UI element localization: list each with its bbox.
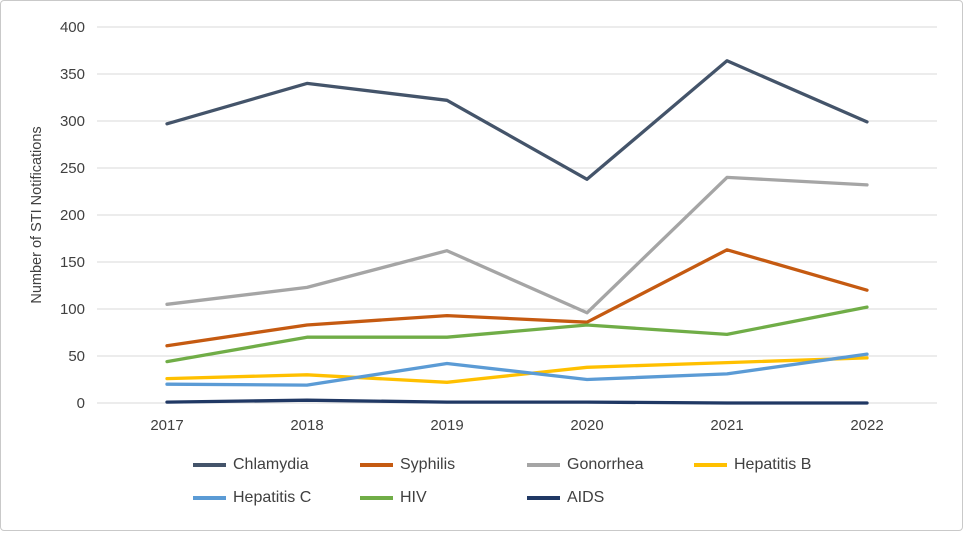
legend-line-marker-hepatitis-b xyxy=(694,462,727,467)
legend-line-marker-hepatitis-c xyxy=(193,495,226,500)
y-axis-title: Number of STI Notifications xyxy=(29,126,45,304)
x-tick-label: 2019 xyxy=(430,417,463,434)
legend-item-hepatitis-b: Hepatitis B xyxy=(694,448,861,481)
y-tick-label: 200 xyxy=(60,207,85,224)
series-line-hiv xyxy=(165,305,869,364)
y-tick-label: 50 xyxy=(68,348,85,365)
series-line-syphilis xyxy=(165,248,869,348)
line-chart: 0 50 100 150 200 250 300 350 400 2017 2018 2019 2020… xyxy=(60,19,937,434)
series-line-aids xyxy=(165,398,869,405)
legend-item-gonorrhea: Gonorrhea xyxy=(527,448,694,481)
y-tick-label: 0 xyxy=(77,395,85,412)
legend-item-syphilis: Syphilis xyxy=(360,448,527,481)
legend-line-marker-gonorrhea xyxy=(527,462,560,467)
legend-item-aids: AIDS xyxy=(527,481,694,514)
y-tick-label: 350 xyxy=(60,66,85,83)
x-tick-label: 2017 xyxy=(150,417,183,434)
x-tick-label: 2021 xyxy=(710,417,743,434)
series-line-hepatitis-b xyxy=(165,356,869,384)
legend-label: Hepatitis C xyxy=(233,488,312,506)
legend-label: Syphilis xyxy=(400,455,456,473)
legend-label: Chlamydia xyxy=(233,455,309,473)
legend-line-marker-syphilis xyxy=(360,462,393,467)
x-tick-label: 2022 xyxy=(850,417,883,434)
legend-item-hiv: HIV xyxy=(360,481,527,514)
x-tick-label: 2020 xyxy=(570,417,603,434)
legend-item-chlamydia: Chlamydia xyxy=(193,448,360,481)
y-tick-label: 400 xyxy=(60,19,85,36)
legend-line-marker-chlamydia xyxy=(193,462,226,467)
legend-label: HIV xyxy=(400,488,427,506)
y-tick-label: 150 xyxy=(60,254,85,271)
y-tick-label: 100 xyxy=(60,301,85,318)
legend-label: Gonorrhea xyxy=(567,455,644,473)
series-line-gonorrhea xyxy=(165,175,869,315)
y-tick-label: 300 xyxy=(60,113,85,130)
legend-label: AIDS xyxy=(567,488,605,506)
x-tick-label: 2018 xyxy=(290,417,323,434)
legend-item-hepatitis-c: Hepatitis C xyxy=(193,481,360,514)
legend-line-marker-hiv xyxy=(360,495,393,500)
y-tick-label: 250 xyxy=(60,160,85,177)
series-line-chlamydia xyxy=(165,59,869,181)
legend-label: Hepatitis B xyxy=(734,455,812,473)
legend-line-marker-aids xyxy=(527,495,560,500)
chart-legend: Chlamydia Syphilis Gonorrhea Hepatitis B Hep… xyxy=(193,448,893,514)
series-line-hepatitis-c xyxy=(165,352,869,387)
